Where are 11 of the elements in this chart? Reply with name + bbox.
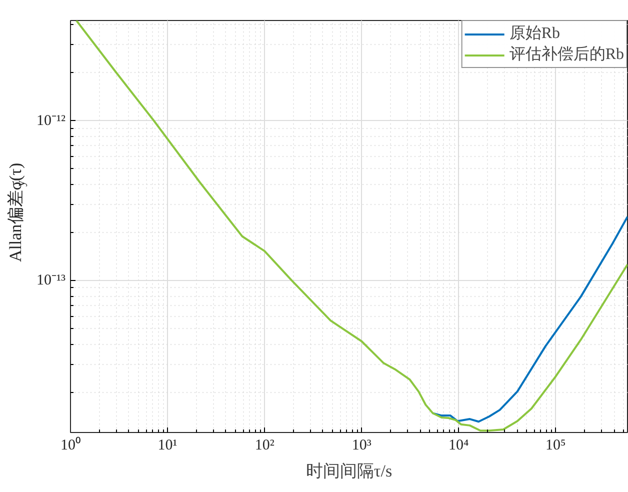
x-tick-label: 10⁰ (60, 436, 80, 454)
x-tick-label: 10³ (352, 438, 372, 454)
x-tick-label: 10⁵ (546, 438, 566, 454)
x-tick-label: 10¹ (158, 438, 178, 454)
x-tick-label: 10⁴ (448, 438, 469, 454)
legend-label: 原始Rb (509, 24, 560, 44)
y-tick-label: 10⁻¹² (36, 112, 66, 129)
x-axis-title: 时间间隔τ/s (306, 462, 392, 480)
y-tick-label: 10⁻¹³ (36, 272, 66, 289)
legend-label: 评估补偿后的Rb (509, 44, 624, 65)
x-tick-label: 10² (254, 438, 275, 454)
